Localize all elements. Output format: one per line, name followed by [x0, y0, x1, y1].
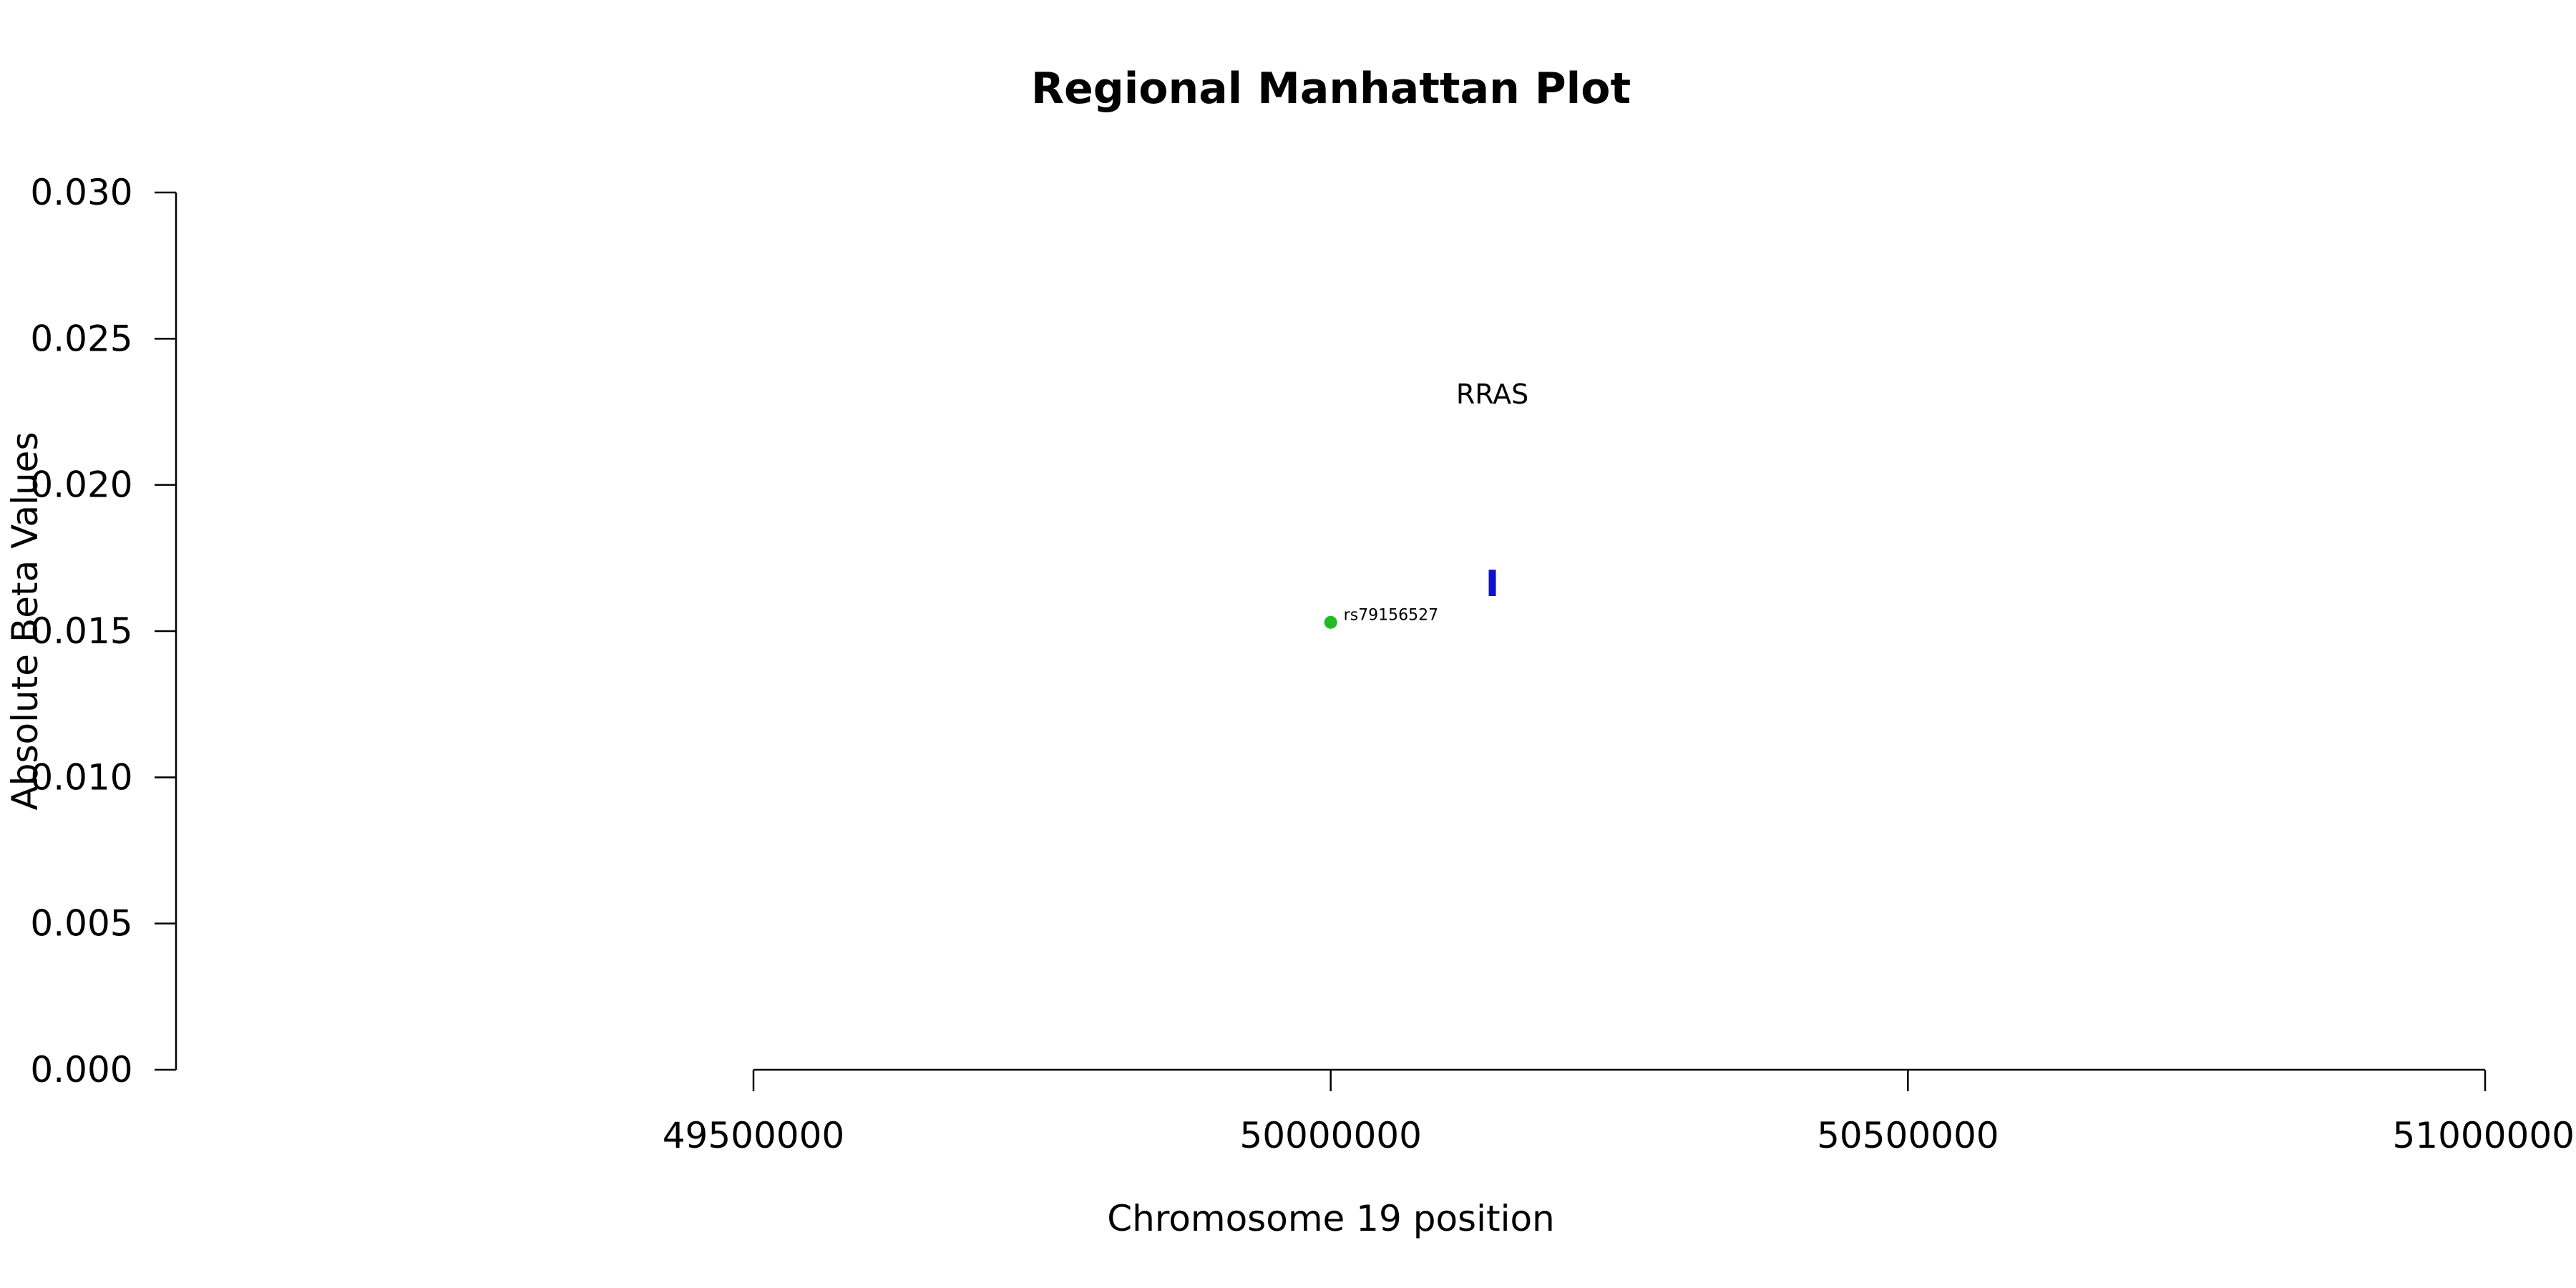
y-tick-label: 0.000	[30, 1049, 132, 1091]
x-tick-label: 51000000	[2393, 1115, 2575, 1156]
y-tick-label: 0.020	[30, 464, 132, 506]
y-tick-label: 0.030	[30, 172, 132, 213]
x-axis-label: Chromosome 19 position	[1107, 1198, 1555, 1239]
y-tick-label: 0.025	[30, 318, 132, 359]
y-axis-label: Absolute Beta Values	[4, 432, 46, 811]
chart-title: Regional Manhattan Plot	[1031, 64, 1631, 114]
gene-track: RRAS	[1456, 379, 1528, 596]
snp-label: rs79156527	[1344, 607, 1438, 625]
snp-points: rs79156527	[1324, 607, 1438, 629]
x-axis: 49500000 50000000 50500000 51000000	[663, 1068, 2575, 1156]
x-tick-label: 50000000	[1239, 1115, 1422, 1156]
snp-point	[1324, 615, 1337, 629]
x-tick-label: 50500000	[1817, 1115, 1999, 1156]
gene-label: RRAS	[1456, 379, 1528, 410]
gene-bar	[1488, 570, 1496, 596]
y-tick-label: 0.015	[30, 610, 132, 652]
y-tick-label: 0.005	[30, 903, 132, 945]
y-tick-label: 0.010	[30, 756, 132, 798]
x-tick-label: 49500000	[663, 1115, 845, 1156]
y-axis: 0.000 0.005 0.010 0.015 0.020 0.025 0.030	[30, 172, 177, 1091]
